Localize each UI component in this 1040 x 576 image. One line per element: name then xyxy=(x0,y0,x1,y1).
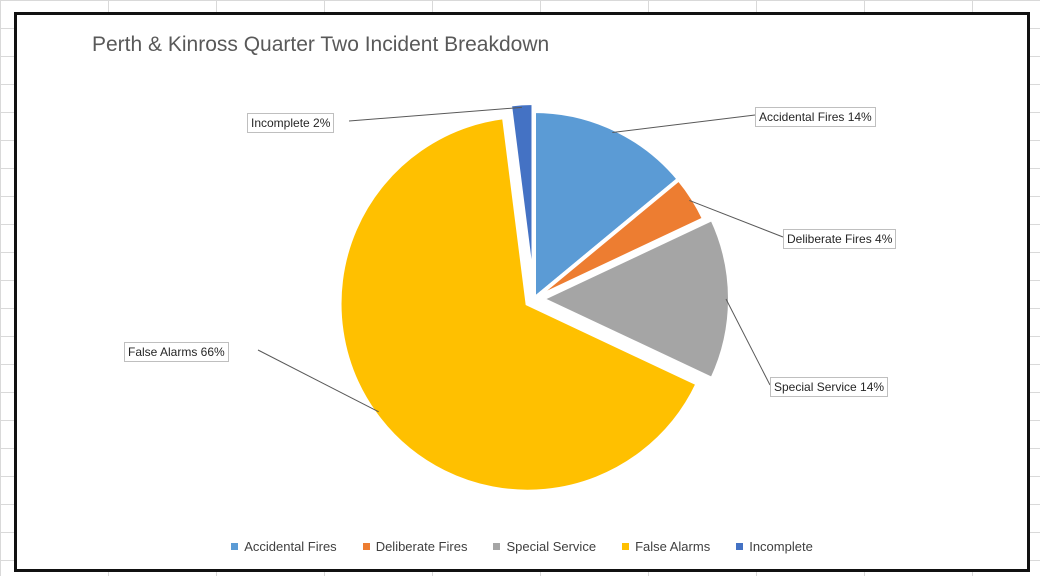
legend-label: Special Service xyxy=(506,539,597,554)
legend-swatch xyxy=(231,543,239,550)
pie-slice-special-service[interactable] xyxy=(537,216,732,382)
leader-line-accidental-fires xyxy=(612,114,756,134)
chart-title: Perth & Kinross Quarter Two Incident Bre… xyxy=(92,33,550,56)
pie-slice-deliberate-fires[interactable] xyxy=(532,176,707,301)
legend-swatch xyxy=(493,543,501,550)
leader-line-false-alarms xyxy=(257,349,379,413)
legend-item-special-service[interactable]: Special Service xyxy=(493,539,596,554)
legend-item-accidental-fires[interactable]: Accidental Fires xyxy=(231,539,337,554)
legend-item-false-alarms[interactable]: False Alarms xyxy=(622,539,710,554)
data-label-accidental-fires[interactable]: Accidental Fires 14% xyxy=(755,107,876,127)
leader-line-special-service xyxy=(725,298,771,386)
legend-label: False Alarms xyxy=(635,539,711,554)
legend-swatch xyxy=(622,543,630,550)
pie-slice-incomplete[interactable] xyxy=(507,101,536,292)
leader-line-incomplete xyxy=(348,106,522,122)
data-label-special-service[interactable]: Special Service 14% xyxy=(770,377,889,397)
legend-label: Deliberate Fires xyxy=(375,539,468,554)
legend-item-incomplete[interactable]: Incomplete xyxy=(736,539,813,554)
data-label-incomplete[interactable]: Incomplete 2% xyxy=(247,113,335,133)
pie-slice-false-alarms[interactable] xyxy=(337,114,701,494)
pie-slice-accidental-fires[interactable] xyxy=(532,108,682,304)
pie-chart xyxy=(257,101,784,494)
legend-label: Accidental Fires xyxy=(244,539,337,554)
legend-swatch xyxy=(736,543,744,550)
chart-area[interactable]: Perth & Kinross Quarter Two Incident Bre… xyxy=(14,12,1030,572)
legend-swatch xyxy=(362,543,370,550)
legend-label: Incomplete xyxy=(749,539,813,554)
chart-legend: Accidental Fires Deliberate Fires Special … xyxy=(17,539,1027,554)
data-label-false-alarms[interactable]: False Alarms 66% xyxy=(124,342,229,362)
legend-item-deliberate-fires[interactable]: Deliberate Fires xyxy=(362,539,468,554)
leader-line-deliberate-fires xyxy=(689,199,784,238)
data-label-deliberate-fires[interactable]: Deliberate Fires 4% xyxy=(783,229,897,249)
